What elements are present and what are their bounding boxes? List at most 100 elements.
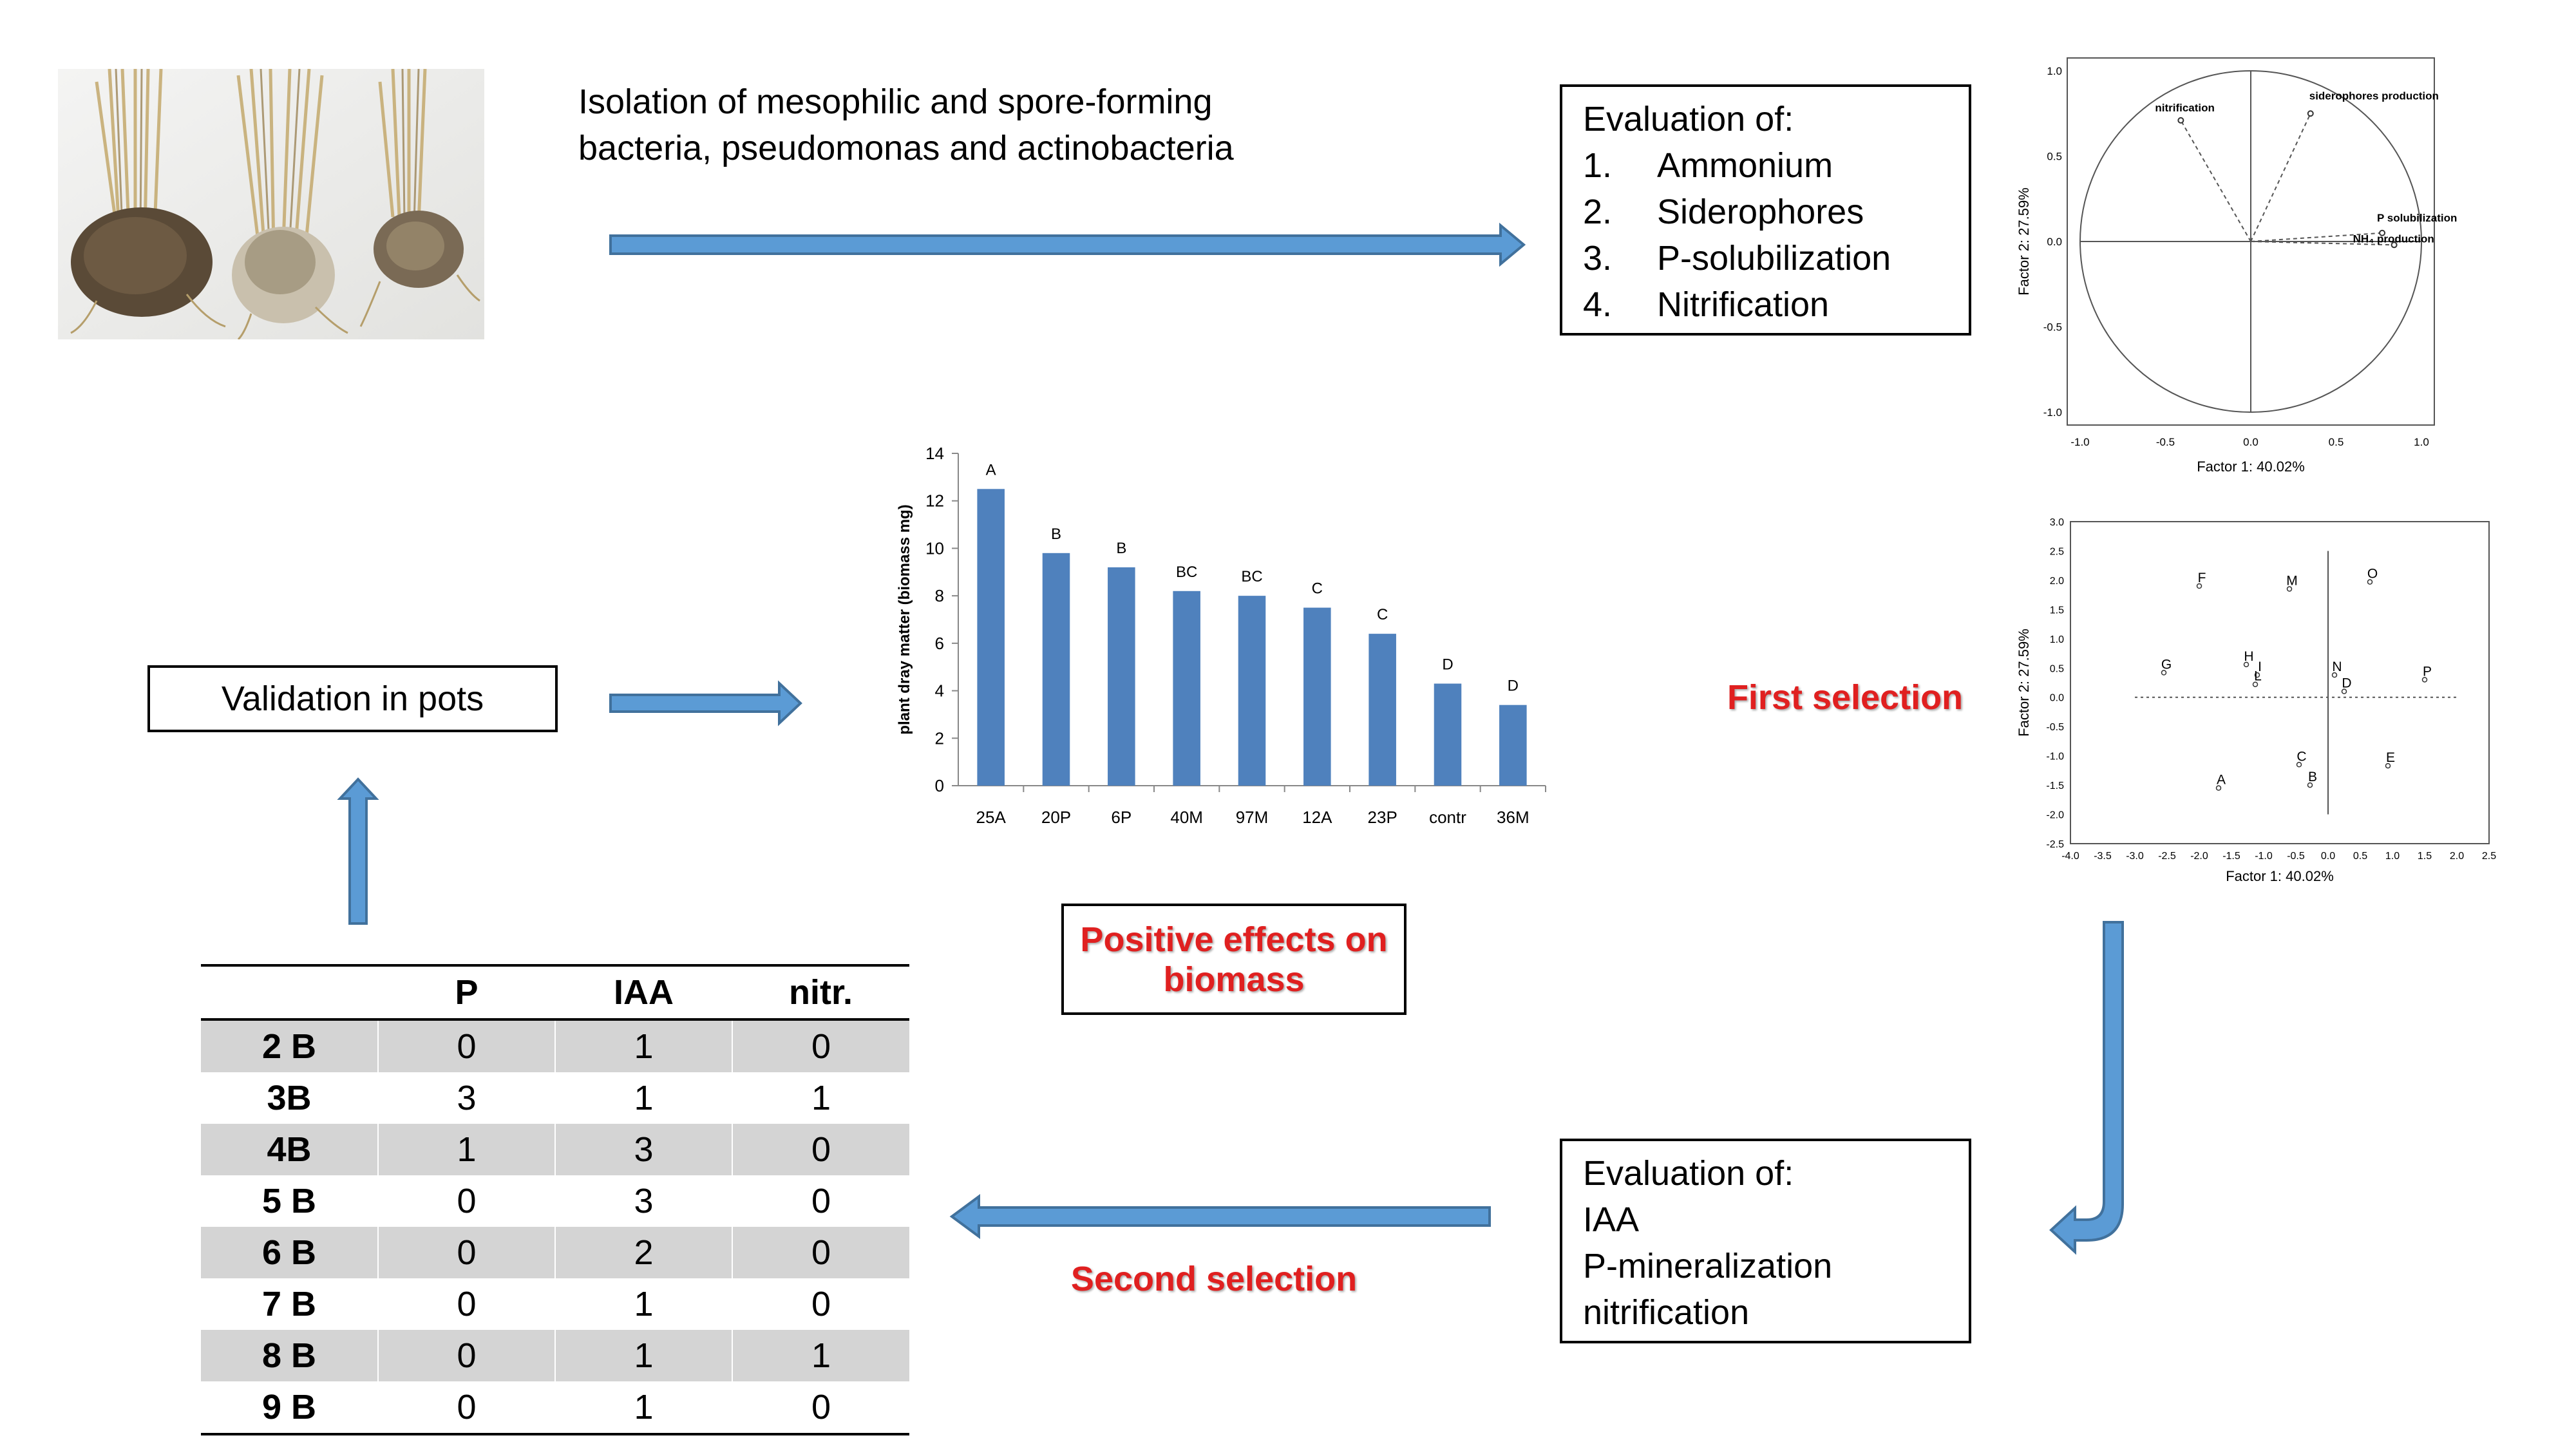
x-tick-label: 1.5	[2418, 851, 2432, 862]
arrow-right-middle	[609, 680, 802, 726]
y-tick-label: 6	[935, 634, 944, 653]
table-cell: 4B	[201, 1124, 378, 1175]
table-cell: 1	[554, 1278, 732, 1330]
score-point	[2215, 785, 2222, 791]
score-point	[2252, 681, 2259, 687]
arrow-up	[337, 777, 379, 925]
x-tick-label: 0.5	[2329, 436, 2344, 448]
x-tick-label: -4.0	[2061, 851, 2079, 862]
table-cell: 0	[732, 1227, 909, 1278]
score-point-label: P	[2423, 664, 2432, 679]
loading-point	[2307, 110, 2314, 117]
loading-vector	[2250, 113, 2311, 242]
evaluation-box-2-item-2: P-mineralization	[1583, 1247, 1833, 1285]
x-tick-label: contr	[1429, 808, 1466, 827]
bar-data-label: C	[1312, 580, 1323, 598]
x-tick-label: 0.5	[2353, 851, 2367, 862]
score-point	[2385, 762, 2391, 769]
evaluation-item-3: 3. P-solubilization	[1583, 239, 1891, 278]
x-tick-label: 1.0	[2414, 436, 2429, 448]
x-tick-label: -1.0	[2255, 851, 2273, 862]
score-scatter-plot: -4.0 -3.5 -3.0 -2.5 -2.0 -1.5 -1.0 -0.5 0.0 0.5 1.…	[2016, 517, 2496, 884]
x-tick-label: -0.5	[2156, 436, 2175, 448]
y-tick-label: 1.0	[2047, 65, 2062, 77]
positive-effects-box: Positive effects on biomass	[1061, 904, 1406, 1015]
evaluation-box-2-item-3: nitrification	[1583, 1293, 1750, 1332]
score-point	[2307, 782, 2313, 788]
score-point	[2161, 670, 2167, 676]
y-tick-label: 0	[935, 776, 944, 795]
x-axis-label: Factor 1: 40.02%	[2226, 868, 2334, 884]
y-tick-label: 12	[925, 491, 944, 511]
score-point-label: B	[2308, 770, 2317, 784]
arrow-right-top	[609, 222, 1526, 267]
table-cell: 1	[554, 1019, 732, 1072]
x-tick-label: -3.5	[2094, 851, 2112, 862]
y-tick-label: 1.0	[2050, 634, 2064, 645]
score-point	[2341, 688, 2347, 694]
x-tick-label: 25A	[976, 808, 1007, 827]
y-tick-label: 14	[925, 444, 944, 463]
evaluation-box-2-item-1: IAA	[1583, 1200, 1640, 1239]
bar	[1434, 683, 1462, 786]
loading-vector	[2250, 232, 2383, 242]
evaluation-item-1: 1. Ammonium	[1583, 146, 1833, 185]
x-tick-label: 0.0	[2243, 436, 2259, 448]
score-point-label: D	[2342, 676, 2351, 691]
table-cell: 1	[732, 1330, 909, 1381]
x-axis-label: Factor 1: 40.02%	[2197, 459, 2305, 475]
table-cell: 1	[554, 1330, 732, 1381]
y-tick-label: 8	[935, 586, 944, 605]
table-cell: 1	[377, 1124, 555, 1175]
score-point-label: G	[2161, 658, 2172, 672]
plot-frame	[2070, 521, 2490, 844]
score-point-label: A	[2217, 773, 2226, 788]
y-tick-label: 10	[925, 538, 944, 558]
table-cell: 7 B	[261, 1285, 317, 1323]
y-axis-label: Factor 2: 27.59%	[2016, 629, 2032, 737]
x-tick-label: 40M	[1170, 808, 1203, 827]
bar-data-label: D	[1442, 656, 1453, 674]
y-tick-label: 2.0	[2050, 576, 2064, 587]
score-point	[2196, 583, 2202, 589]
x-tick-label: 2.5	[2482, 851, 2496, 862]
x-tick-label: 1.0	[2385, 851, 2400, 862]
x-tick-label: 20P	[1041, 808, 1071, 827]
table-cell: 9 B	[261, 1388, 317, 1426]
score-point	[2331, 672, 2338, 678]
loading-point-label: siderophores production	[2309, 90, 2439, 102]
score-point-label: L	[2254, 669, 2262, 684]
table-cell: 0	[377, 1175, 555, 1227]
bar-data-label: BC	[1241, 568, 1262, 585]
score-point-label: O	[2367, 567, 2378, 582]
table-row: 3B 3 1 1	[201, 1072, 909, 1124]
x-tick-label: -2.5	[2158, 851, 2176, 862]
positive-effects-line-2: biomass	[1163, 960, 1305, 999]
bar	[1042, 553, 1070, 786]
first-selection-label: First selection	[1727, 678, 1964, 717]
table-cell: 2 B	[201, 1019, 378, 1072]
table-cell: 0	[377, 1019, 555, 1072]
y-tick-label: 0.0	[2047, 236, 2062, 248]
table-cell: 0	[377, 1227, 555, 1278]
isolation-text: Isolation of mesophilic and spore-formin…	[578, 79, 1234, 171]
table-cell: 6 B	[201, 1227, 378, 1278]
evaluation-item-2: 2. Siderophores	[1583, 193, 1864, 231]
bar-data-label: B	[1116, 540, 1126, 557]
y-tick-label: -1.0	[2043, 406, 2062, 419]
evaluation-box-2-title: Evaluation of:	[1583, 1154, 1794, 1193]
loading-point-label: nitrification	[2155, 102, 2215, 114]
table-cell: 3B	[267, 1079, 312, 1117]
table-cell: 1	[554, 1381, 732, 1434]
x-tick-label: 36M	[1497, 808, 1530, 827]
table-cell: 3	[554, 1124, 732, 1175]
score-point-label: F	[2198, 571, 2206, 585]
table-cell: 0	[377, 1381, 555, 1434]
y-tick-label: 0.5	[2050, 663, 2064, 674]
isolation-text-line-1: Isolation of mesophilic and spore-formin…	[578, 82, 1213, 121]
y-tick-label: 2.5	[2050, 546, 2064, 557]
score-point	[2296, 762, 2302, 768]
